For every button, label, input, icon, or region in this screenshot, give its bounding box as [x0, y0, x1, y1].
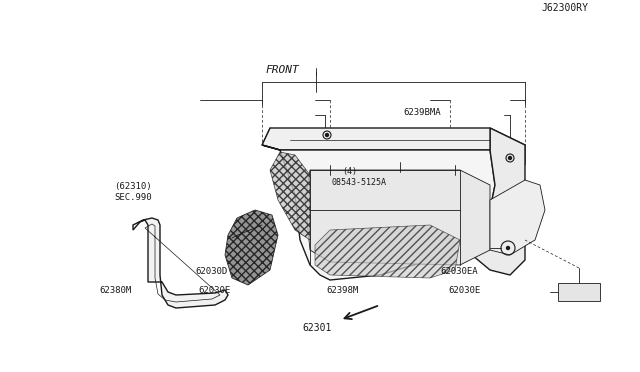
Polygon shape [305, 170, 490, 265]
Circle shape [326, 134, 328, 137]
FancyBboxPatch shape [558, 283, 600, 301]
Polygon shape [133, 218, 228, 308]
Polygon shape [262, 128, 525, 165]
Circle shape [506, 247, 509, 250]
Polygon shape [490, 180, 545, 255]
Polygon shape [315, 225, 460, 278]
Text: 62030EA: 62030EA [440, 267, 478, 276]
Polygon shape [262, 145, 495, 280]
Text: FRONT: FRONT [266, 65, 300, 75]
Text: 6239BMA: 6239BMA [403, 108, 441, 117]
Polygon shape [460, 128, 525, 275]
Text: 62398M: 62398M [326, 286, 358, 295]
Polygon shape [225, 210, 278, 285]
Text: 62301: 62301 [302, 323, 332, 333]
Text: 62030D: 62030D [195, 267, 227, 276]
Text: 08543-5125A: 08543-5125A [332, 178, 387, 187]
Text: 62030E: 62030E [448, 286, 480, 295]
Circle shape [509, 157, 511, 160]
Text: (62310): (62310) [114, 182, 152, 190]
Polygon shape [270, 152, 310, 240]
Text: SEC.990: SEC.990 [114, 193, 152, 202]
Text: 62380M: 62380M [99, 286, 131, 295]
Text: (4): (4) [342, 167, 357, 176]
Text: J62300RY: J62300RY [542, 3, 589, 13]
Text: 62030E: 62030E [198, 286, 230, 295]
